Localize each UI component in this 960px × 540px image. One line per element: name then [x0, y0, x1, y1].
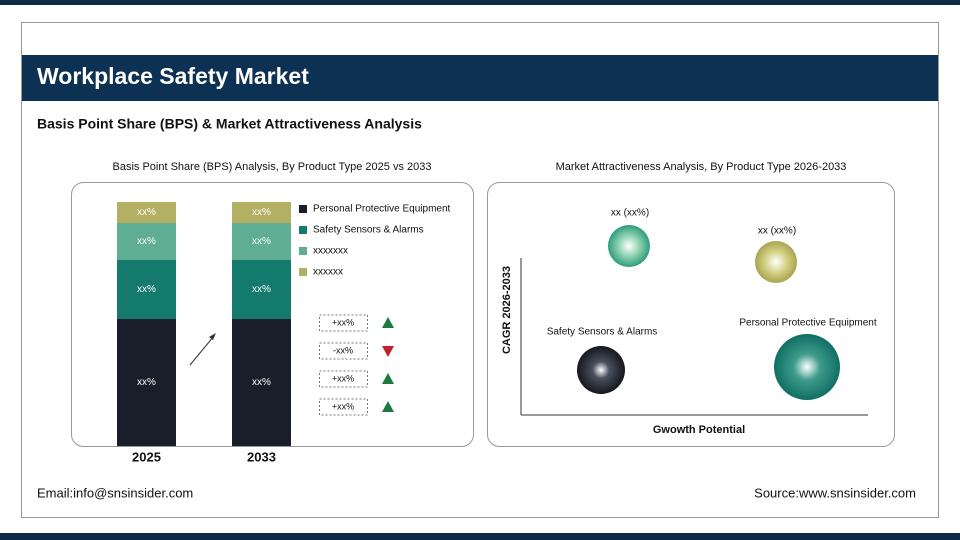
frame	[21, 22, 939, 518]
bar-segment	[117, 202, 176, 223]
bar-segment	[232, 223, 291, 260]
legend-label: Safety Sensors & Alarms	[313, 225, 424, 236]
segment-label: xx%	[137, 236, 156, 247]
bubble-label: xx (xx%)	[758, 226, 796, 237]
year-label: 2033	[247, 449, 276, 464]
legend-swatch	[299, 268, 307, 276]
legend-swatch	[299, 226, 307, 234]
bubble	[774, 334, 840, 400]
bar-segment	[232, 260, 291, 319]
bubble	[577, 346, 625, 394]
segment-label: xx%	[137, 377, 156, 388]
bar-segment	[232, 319, 291, 446]
bubble-label: xx (xx%)	[611, 208, 649, 219]
bubble	[755, 241, 797, 283]
arrow-head	[209, 333, 216, 340]
title-banner	[22, 55, 938, 101]
legend-swatch	[299, 205, 307, 213]
change-label: -xx%	[333, 345, 353, 355]
arrow	[189, 335, 215, 366]
bar-segment	[117, 223, 176, 260]
email: Email:info@snsinsider.com	[37, 485, 193, 500]
source: Source:www.snsinsider.com	[754, 485, 916, 500]
change-label: +xx%	[332, 317, 354, 327]
panel	[71, 182, 474, 447]
legend-label: xxxxxx	[313, 267, 343, 278]
bar-segment	[117, 319, 176, 446]
panel-title: Basis Point Share (BPS) Analysis, By Pro…	[113, 161, 432, 173]
change-label: +xx%	[332, 401, 354, 411]
panel	[487, 182, 895, 447]
legend-swatch	[299, 247, 307, 255]
up-triangle	[382, 317, 394, 328]
change-box	[319, 370, 368, 388]
bubble-label: Safety Sensors & Alarms	[547, 327, 658, 338]
top-stripe	[0, 0, 960, 5]
panel-title: Market Attractiveness Analysis, By Produ…	[556, 161, 847, 173]
bubble	[608, 225, 650, 267]
segment-label: xx%	[137, 284, 156, 295]
legend-label: Personal Protective Equipment	[313, 204, 451, 215]
change-box	[319, 342, 368, 360]
bar-segment	[117, 260, 176, 319]
legend-label: xxxxxxx	[313, 246, 348, 257]
up-triangle	[382, 373, 394, 384]
bottom-stripe	[0, 533, 960, 540]
title: Workplace Safety Market	[37, 63, 309, 89]
year-label: 2025	[132, 449, 161, 464]
up-triangle	[382, 401, 394, 412]
change-box	[319, 398, 368, 416]
segment-label: xx%	[252, 284, 271, 295]
x-axis-label: Gwowth Potential	[653, 424, 745, 436]
segment-label: xx%	[252, 236, 271, 247]
subtitle: Basis Point Share (BPS) & Market Attract…	[37, 116, 422, 132]
segment-label: xx%	[252, 377, 271, 388]
down-triangle	[382, 346, 394, 357]
change-box	[319, 314, 368, 332]
segment-label: xx%	[137, 207, 156, 218]
bubble-label: Personal Protective Equipment	[739, 318, 877, 329]
change-label: +xx%	[332, 373, 354, 383]
y-axis-label: CAGR 2026-2033	[501, 266, 513, 354]
bar-segment	[232, 202, 291, 223]
segment-label: xx%	[252, 207, 271, 218]
